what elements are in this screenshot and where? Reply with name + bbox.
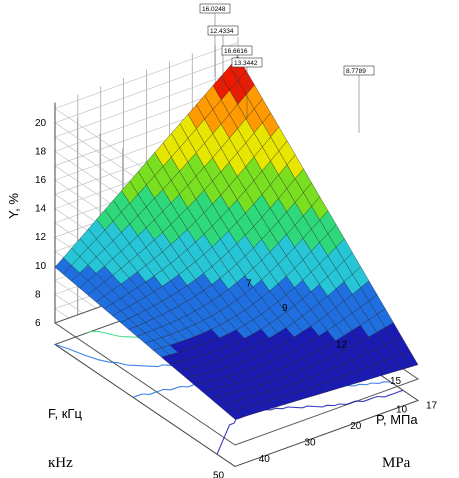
z-axis-title: Y, % — [6, 193, 21, 219]
left-wall-hline — [54, 70, 239, 138]
f-tick-label: 20 — [350, 421, 362, 432]
f-tick-label: 50 — [213, 470, 225, 478]
f-axis-title: F, кГц — [48, 406, 82, 421]
callout-label: 16.0248 — [202, 6, 226, 13]
p-tick-label: 15 — [390, 376, 402, 387]
z-tick-label: 8 — [35, 289, 41, 300]
callout-label: 12.4334 — [210, 28, 234, 35]
z-tick-label: 12 — [35, 232, 47, 243]
z-tick-label: 16 — [35, 175, 47, 186]
f-tick-label: 30 — [305, 437, 317, 448]
p-axis-title: P, МПа — [376, 412, 418, 427]
z-tick-label: 6 — [35, 318, 41, 329]
z-tick-label: 20 — [35, 118, 47, 129]
p-tick-label: 9 — [282, 303, 288, 314]
z-tick-label: 14 — [35, 204, 47, 215]
z-tick-label: 10 — [35, 261, 47, 272]
f-tick-label: 40 — [259, 454, 271, 465]
callout-label: 8.7789 — [346, 68, 366, 75]
z-tick-label: 18 — [35, 146, 47, 157]
p-tick-label: 17 — [426, 400, 438, 411]
surface-mesh — [54, 56, 419, 420]
value-callouts: 16.0248 12.4334 16.6616 13.3442 8.7789 — [199, 3, 375, 133]
surface-cell — [54, 257, 72, 275]
callout-label: 16.6616 — [224, 48, 248, 55]
caption-left: кHz — [48, 455, 73, 471]
p-tick-label: 12 — [336, 339, 348, 350]
left-wall-hline — [54, 56, 239, 124]
callout-label: 13.3442 — [234, 60, 258, 67]
contour-line — [216, 389, 404, 455]
p-tick-label: 7 — [246, 278, 252, 289]
left-wall-hline — [54, 42, 239, 109]
f-tick-label: 10 — [396, 404, 408, 415]
caption-right: MPa — [382, 455, 411, 471]
axis-ticks: 6 8 10 12 14 16 18 20 50 40 30 20 10 7 9 12 15 17 — [35, 118, 438, 478]
